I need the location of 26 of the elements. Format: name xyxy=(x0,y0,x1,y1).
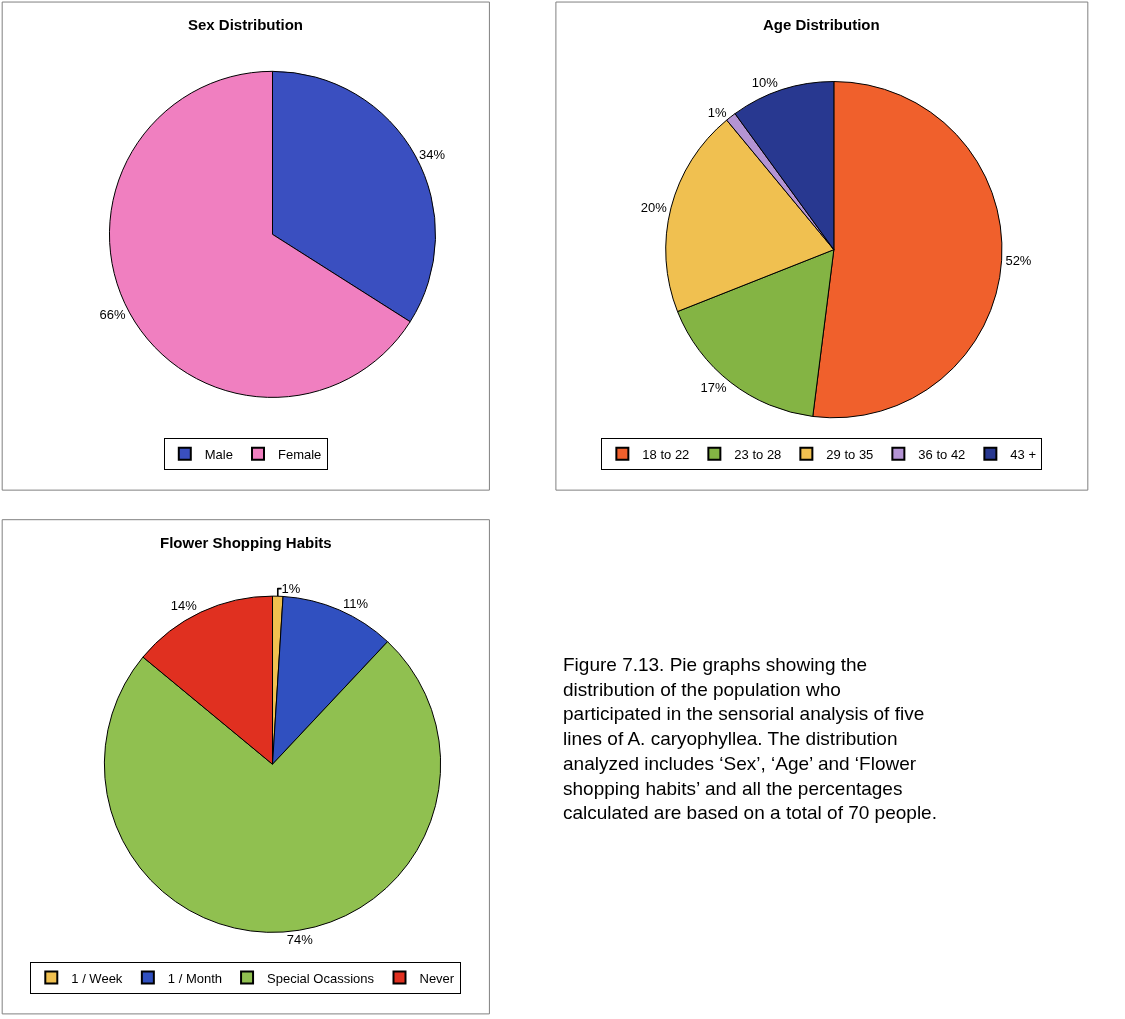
legend-label: 36 to 42 xyxy=(918,446,966,462)
data-label: 1% xyxy=(281,581,301,597)
legend-label: 1 / Month xyxy=(167,970,223,986)
data-label: 34% xyxy=(419,146,446,162)
legend-label: 18 to 22 xyxy=(642,446,690,462)
data-label: 66% xyxy=(99,307,126,323)
legend-label: 29 to 35 xyxy=(826,446,874,462)
legend-label: Female xyxy=(277,446,322,462)
caption: Figure 7.13. Pie graphs showing the distribution of the population who participated in the sensorial analysis of five lines of A. caryophyllea. The distribution analyzed includes ‘Sex’, ‘Age’ and ‘Flower shopping habits’ and all the percentages calculated are based on a total of 70 people. xyxy=(563,654,937,824)
data-label: 20% xyxy=(640,199,668,215)
legend-label: Male xyxy=(204,446,233,462)
legend-label: 43 + xyxy=(1010,446,1037,462)
chart-title: Age Distribution xyxy=(763,16,880,33)
data-label: 10% xyxy=(751,75,779,91)
chart-title: Flower Shopping Habits xyxy=(160,534,332,551)
chart-title: Sex Distribution xyxy=(188,16,304,33)
data-label: 14% xyxy=(170,598,198,614)
data-label: 74% xyxy=(286,932,314,948)
data-label: 17% xyxy=(700,379,728,395)
data-label: 1% xyxy=(707,104,728,120)
legend-label: Never xyxy=(419,970,455,986)
legend-label: 23 to 28 xyxy=(734,446,782,462)
data-label: 11% xyxy=(343,596,369,612)
data-label: 52% xyxy=(1005,252,1032,268)
legend-label: 1 / Week xyxy=(71,970,123,986)
legend-label: Special Ocassions xyxy=(267,970,375,986)
